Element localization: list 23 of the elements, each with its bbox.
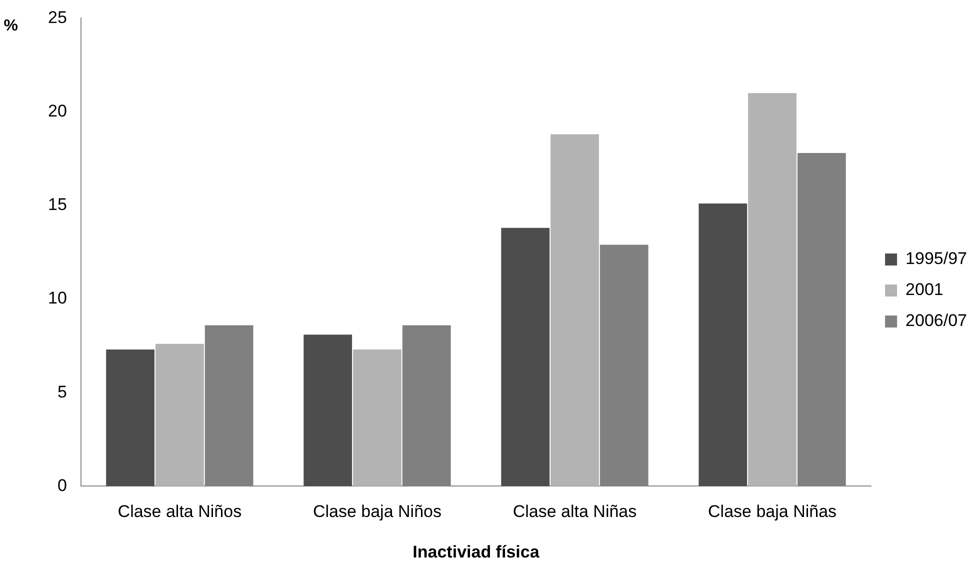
y-tick-label: 15 xyxy=(48,195,67,214)
bar xyxy=(304,334,352,486)
bar xyxy=(698,204,748,486)
x-tick-label: Clase alta Niñas xyxy=(512,502,637,522)
y-tick-label: 5 xyxy=(57,382,67,402)
x-axis-title: Inactiviad física xyxy=(412,542,540,562)
x-tick-label: Clase baja Niñas xyxy=(708,502,837,522)
legend-label: 2006/07 xyxy=(906,311,967,330)
y-tick-label: 25 xyxy=(48,8,67,27)
bar xyxy=(155,344,204,486)
y-tick-label: 10 xyxy=(48,288,67,308)
y-axis-title: % xyxy=(4,18,18,35)
bar xyxy=(748,93,796,486)
x-tick-label: Clase alta Niños xyxy=(118,502,242,522)
bar xyxy=(353,350,402,486)
x-tick-label: Clase baja Niños xyxy=(312,502,442,522)
legend-label: 1995/97 xyxy=(906,249,967,268)
bar xyxy=(550,134,599,486)
legend-label: 2001 xyxy=(906,280,944,300)
y-tick-label: 0 xyxy=(57,476,67,495)
bar xyxy=(106,350,154,486)
bar xyxy=(501,228,550,486)
y-tick-label: 20 xyxy=(48,101,67,120)
